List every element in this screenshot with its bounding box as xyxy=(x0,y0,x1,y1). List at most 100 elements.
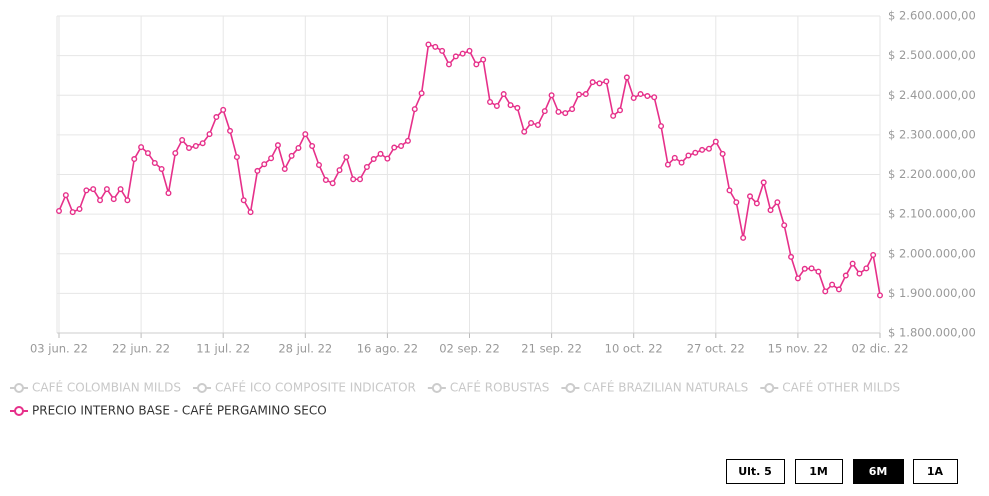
data-point xyxy=(528,119,535,126)
range-button[interactable]: 1A xyxy=(913,459,958,484)
data-point xyxy=(124,197,131,204)
x-tick-label: 16 ago. 22 xyxy=(357,342,418,356)
data-point xyxy=(179,137,186,144)
legend-item[interactable]: CAFÉ ICO COMPOSITE INDICATOR xyxy=(192,380,416,395)
data-point xyxy=(562,110,569,117)
data-point xyxy=(185,144,192,151)
data-point xyxy=(151,160,158,167)
data-point xyxy=(863,265,870,272)
y-tick-label: $ 2.600.000,00 xyxy=(888,9,976,23)
legend-item[interactable]: PRECIO INTERNO BASE - CAFÉ PERGAMINO SEC… xyxy=(10,403,327,418)
data-point xyxy=(781,222,788,229)
y-tick-label: $ 2.200.000,00 xyxy=(888,167,976,181)
data-point xyxy=(199,140,206,147)
data-point xyxy=(384,155,391,162)
range-button-bg xyxy=(913,459,958,484)
legend-label: CAFÉ COLOMBIAN MILDS xyxy=(32,380,181,395)
data-point xyxy=(493,102,500,109)
data-point xyxy=(227,127,234,134)
y-tick-label: $ 2.100.000,00 xyxy=(888,207,976,221)
data-point xyxy=(658,123,665,130)
data-point xyxy=(514,104,521,111)
data-point xyxy=(62,192,69,199)
data-point xyxy=(172,150,179,157)
x-tick-label: 02 dic. 22 xyxy=(851,342,908,356)
data-point xyxy=(220,106,227,113)
range-button-label: 1A xyxy=(927,465,944,478)
legend-swatch-marker xyxy=(764,383,775,393)
data-point xyxy=(480,56,487,63)
data-point xyxy=(815,268,822,275)
data-point xyxy=(138,144,145,151)
data-point xyxy=(404,137,411,144)
range-button-label: 6M xyxy=(869,465,888,478)
x-tick-label: 03 jun. 22 xyxy=(30,342,88,356)
data-point xyxy=(507,102,514,109)
y-tick-label: $ 2.400.000,00 xyxy=(888,88,976,102)
data-point xyxy=(767,207,774,214)
data-point xyxy=(794,275,801,282)
range-button[interactable]: 1M xyxy=(795,459,843,484)
range-button[interactable]: Ult. 5 xyxy=(726,459,785,484)
data-point xyxy=(842,272,849,279)
data-point xyxy=(439,47,446,54)
range-button-bg xyxy=(726,459,785,484)
data-point xyxy=(712,138,719,145)
data-point xyxy=(596,80,603,87)
legend-item[interactable]: CAFÉ OTHER MILDS xyxy=(760,380,900,395)
data-point xyxy=(870,251,877,258)
data-point xyxy=(582,91,589,98)
data-point xyxy=(774,199,781,206)
legend-item[interactable]: CAFÉ ROBUSTAS xyxy=(427,380,550,395)
data-point xyxy=(131,156,138,163)
legend-swatch-marker xyxy=(565,383,576,393)
data-point xyxy=(247,209,254,216)
data-point xyxy=(726,187,733,194)
data-point xyxy=(398,142,405,149)
data-point xyxy=(69,209,76,216)
data-point xyxy=(117,186,124,193)
data-point xyxy=(425,41,432,48)
data-point xyxy=(261,161,268,168)
data-point xyxy=(500,91,507,98)
data-point xyxy=(83,187,90,194)
y-tick-label: $ 2.500.000,00 xyxy=(888,48,976,62)
x-tick-label: 10 oct. 22 xyxy=(605,342,663,356)
legend-item[interactable]: CAFÉ BRAZILIAN NATURALS xyxy=(561,380,748,395)
data-point xyxy=(103,186,110,193)
data-point xyxy=(281,165,288,172)
data-point xyxy=(788,253,795,260)
range-button-label: 1M xyxy=(809,465,828,478)
data-point xyxy=(90,186,97,193)
legend-label: CAFÉ BRAZILIAN NATURALS xyxy=(583,380,748,395)
data-point xyxy=(569,106,576,113)
data-point xyxy=(192,142,199,149)
data-point xyxy=(213,114,220,121)
data-point xyxy=(664,161,671,168)
legend-item[interactable]: CAFÉ COLOMBIAN MILDS xyxy=(10,380,181,395)
data-point xyxy=(548,92,555,99)
data-point xyxy=(370,156,377,163)
legend-swatch-marker xyxy=(196,383,207,393)
data-point xyxy=(822,288,829,295)
data-point xyxy=(76,205,83,212)
data-point xyxy=(630,95,637,102)
y-tick-label: $ 1.800.000,00 xyxy=(888,326,976,340)
data-point xyxy=(288,152,295,159)
data-point xyxy=(534,121,541,128)
legend-swatch-marker xyxy=(14,383,24,393)
data-point xyxy=(651,94,658,101)
x-tick-label: 21 sep. 22 xyxy=(521,342,582,356)
data-point xyxy=(274,142,281,149)
data-point xyxy=(56,207,63,214)
data-point xyxy=(459,50,466,57)
data-point xyxy=(452,53,459,60)
data-point xyxy=(350,176,357,183)
data-point xyxy=(808,265,815,272)
range-button[interactable]: 6M xyxy=(853,459,904,484)
data-point xyxy=(418,90,425,97)
data-point xyxy=(295,144,302,151)
data-point xyxy=(268,155,275,162)
data-point xyxy=(322,177,329,184)
